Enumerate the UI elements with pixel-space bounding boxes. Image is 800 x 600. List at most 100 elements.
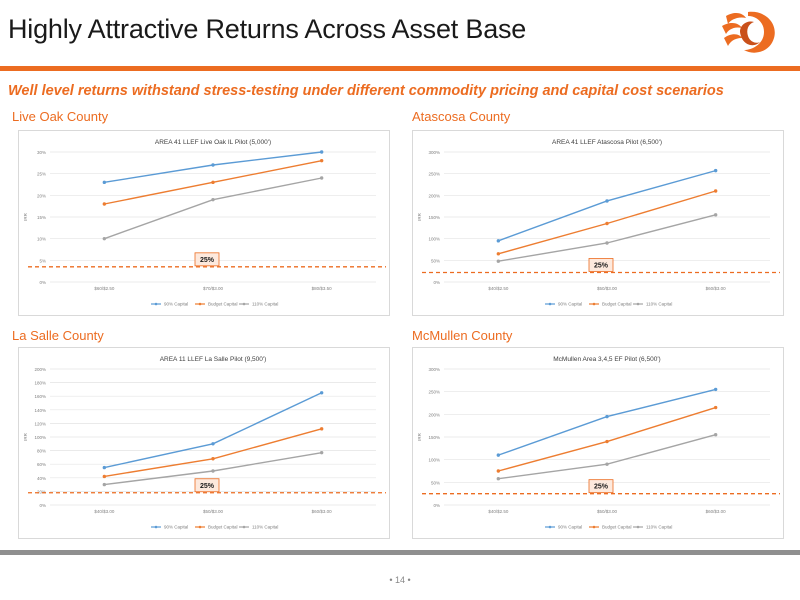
y-tick-label: 20% [37,193,46,198]
data-point [102,180,107,185]
threshold-label: 25% [594,262,609,269]
threshold-label-box [194,252,220,267]
data-point [713,189,718,193]
company-logo [722,11,775,53]
y-tick-label: 200% [428,412,440,417]
legend-label: 90% Capital [164,525,188,530]
data-point [605,199,609,203]
x-tick-label: $40/$3.00 [94,509,115,514]
chart-frame [412,347,784,539]
data-point [211,469,215,473]
data-point [605,241,609,245]
data-point [496,252,501,256]
data-point [496,469,501,473]
x-tick-label: $60/$3.00 [312,509,333,514]
data-point [713,168,718,173]
chart-atascosa: AREA 41 LLEF Atascosa Pilot (6,500') 0% 50… [412,130,784,316]
y-tick-label: 60% [37,462,46,467]
data-point [319,176,324,180]
page-number: • 14 • [389,575,411,585]
data-point [211,457,215,461]
data-point [211,442,215,446]
county-label-atascosa: Atascosa County [412,109,511,124]
data-point [319,158,324,163]
legend-marker [592,525,596,529]
legend-marker [242,302,246,306]
chart-title: AREA 11 LLEF La Salle Pilot (9,500') [160,356,267,363]
y-tick-label: 50% [431,480,440,485]
legend-label: 90% Capital [558,525,582,530]
y-tick-label: 100% [428,458,440,463]
chart-frame [18,130,390,316]
chart-title: AREA 41 LLEF Atascosa Pilot (6,500') [552,139,662,146]
legend-label: 110% Capital [252,525,278,530]
chart-frame [18,347,390,539]
chart-live-oak: AREA 41 LLEF Live Oak IL Pilot (5,000') 0… [18,130,390,316]
data-point [496,477,501,481]
data-point [211,197,215,202]
data-point [102,202,107,206]
threshold-label-box [588,479,614,494]
chart-title: AREA 41 LLEF Live Oak IL Pilot (5,000') [155,139,271,146]
county-label-mcmullen: McMullen County [412,328,513,343]
data-point [319,450,324,455]
y-tick-label: 100% [34,435,46,440]
y-tick-label: 80% [37,449,46,454]
y-tick-label: 300% [428,150,440,155]
y-axis-label: IRR [417,432,422,441]
chart-title: McMullen Area 3,4,5 EF Pilot (6,500') [553,356,660,363]
legend-label: Budget Capital [602,302,632,307]
page-subtitle: Well level returns withstand stress-test… [8,83,724,99]
data-point [102,236,107,241]
legend-marker [154,525,158,529]
y-tick-label: 0% [39,280,46,285]
y-tick-label: 200% [34,367,46,372]
page-title: Highly Attractive Returns Across Asset B… [8,14,527,44]
x-tick-label: $60/$3.00 [706,286,727,291]
header-divider [0,66,800,71]
y-axis-label: IRR [417,212,422,221]
threshold-label-box [588,258,614,272]
data-point [605,439,609,444]
y-tick-label: 200% [428,193,440,198]
data-point [319,427,324,431]
y-tick-label: 0% [433,280,440,285]
y-tick-label: 40% [37,476,46,481]
legend-label: Budget Capital [208,525,238,530]
y-tick-label: 50% [431,258,440,263]
y-tick-label: 160% [34,394,46,399]
legend-marker [636,302,640,306]
y-tick-label: 30% [37,150,46,155]
data-point [496,259,501,263]
chart-mcmullen: McMullen Area 3,4,5 EF Pilot (6,500') 0% 5… [412,347,784,539]
chart-la-salle: AREA 11 LLEF La Salle Pilot (9,500') 0% 20… [18,347,390,539]
legend-marker [548,525,552,529]
y-axis-label: IRR [23,432,28,441]
x-tick-label: $40/$2.50 [488,286,509,291]
threshold-label: 25% [200,483,215,490]
legend-label: 110% Capital [646,302,672,307]
x-tick-label: $50/$3.00 [597,509,618,514]
legend-marker [242,525,246,529]
x-tick-label: $50/$3.00 [203,509,224,514]
legend-label: 90% Capital [164,302,188,307]
data-point [102,482,107,487]
data-point [496,239,501,243]
y-axis-label: IRR [23,212,28,221]
data-point [211,163,215,167]
county-label-la-salle: La Salle County [12,328,104,343]
y-tick-label: 300% [428,367,440,372]
x-tick-label: $70/$3.00 [203,286,224,291]
legend-label: 110% Capital [252,302,278,307]
y-tick-label: 15% [37,215,46,220]
x-tick-label: $60/$3.00 [706,509,727,514]
threshold-label: 25% [200,257,215,264]
x-tick-label: $40/$2.50 [488,509,509,514]
data-point [713,213,718,217]
threshold-label-box [194,478,220,493]
y-tick-label: 140% [34,408,46,413]
data-point [211,180,215,185]
data-point [496,453,501,457]
y-tick-label: 250% [428,172,440,177]
legend-marker [592,302,596,306]
